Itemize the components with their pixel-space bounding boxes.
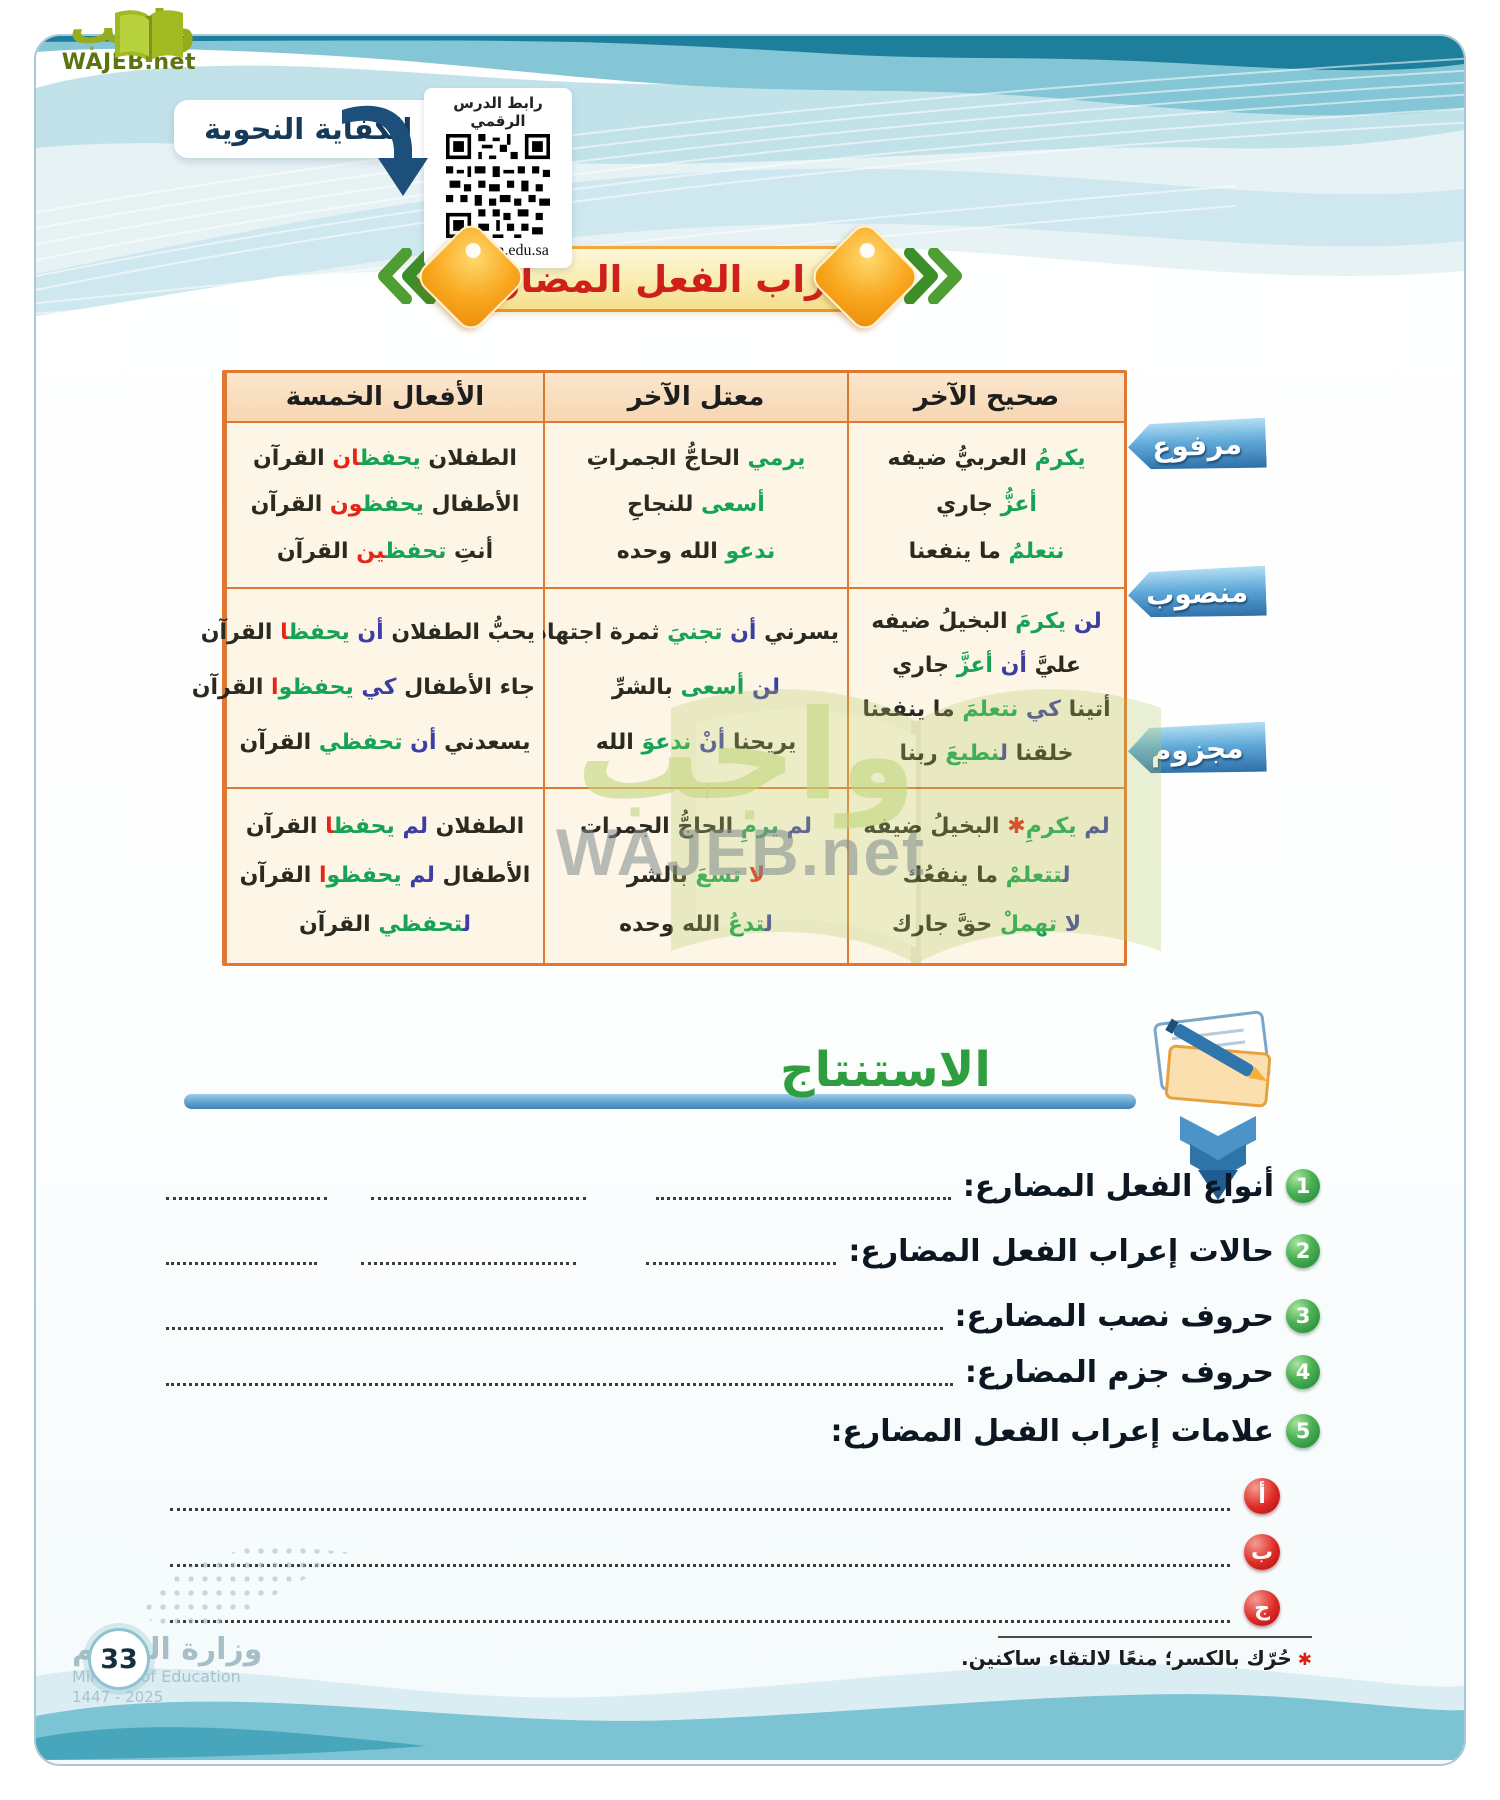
bottom-wave-decoration: [36, 1664, 1464, 1760]
qr-caption: رابط الدرس الرقمي: [453, 94, 543, 130]
ministry-dot-pattern: [142, 1544, 352, 1630]
conclusion-item-4: 4 حروف جزم المضارع:: [166, 1351, 1320, 1393]
table-cell-line: أسعى للنجاحِ: [627, 492, 765, 517]
table-cell-line: يحبُّ الطفلان أن يحفظا القرآن: [200, 620, 535, 645]
chevron-left-icon: [378, 248, 436, 304]
wajeb-logo: واجب WAJEB.net: [6, 4, 196, 75]
table-cell-line: يسعدني أن تحفظي القرآن: [239, 730, 531, 755]
conclusion-subitem-a: أ: [170, 1478, 1280, 1514]
dotted-blank[interactable]: [166, 1261, 318, 1265]
row-label-majzoum: مجزوم: [1127, 722, 1267, 777]
dotted-blank[interactable]: [361, 1261, 577, 1265]
footnote-text: حُرّك بالكسر؛ منعًا لالتقاء ساكنين.: [960, 1646, 1292, 1670]
book-icon: [115, 10, 183, 62]
edition-years: 2025 - 1447: [72, 1688, 164, 1706]
table-cell-line: يكرمُ العربيُّ ضيفه: [887, 445, 1086, 471]
qr-code: [446, 134, 550, 238]
item-number-badge: 3: [1286, 1299, 1320, 1333]
column-header: معتل الآخر: [545, 373, 847, 421]
table-cell-line: ندعو الله وحده: [616, 538, 776, 564]
table-cell-line: الطفلان يحفظان القرآن: [253, 445, 517, 471]
column-header: صحيح الآخر: [849, 373, 1124, 421]
item-number-badge: 2: [1286, 1234, 1320, 1268]
dotted-blank[interactable]: [370, 1196, 586, 1200]
conclusion-underline-bar: [184, 1094, 1136, 1109]
table-cell: لم يرمِ الحاجُّ الجمرات لا تسعَ بالشر لتدع…: [545, 789, 847, 963]
table-cell-line: جاء الأطفال كي يحفظوا القرآن: [191, 675, 535, 700]
letter-badge: ب: [1244, 1534, 1280, 1570]
table-cell-line: الأطفال لم يحفظوا القرآن: [239, 863, 531, 888]
item-label: علامات إعراب الفعل المضارع:: [830, 1413, 1274, 1449]
table-cell-line: يريحنا أنْ ندعوَ الله: [595, 730, 797, 755]
table-cell: الطفلان لم يحفظا القرآن الأطفال لم يحفظوا…: [227, 789, 543, 963]
item-number-badge: 5: [1286, 1414, 1320, 1448]
item-label: أنواع الفعل المضارع:: [962, 1168, 1274, 1204]
conclusion-subitem-j: ج: [170, 1590, 1280, 1626]
footnote-rule: [998, 1636, 1312, 1638]
letter-badge: ج: [1244, 1590, 1280, 1626]
dotted-blank[interactable]: [170, 1620, 1230, 1623]
conclusion-item-3: 3 حروف نصب المضارع:: [166, 1295, 1320, 1337]
table-cell-line: يرمي الحاجُّ الجمراتِ: [586, 445, 806, 471]
conclusion-item-2: 2 حالات إعراب الفعل المضارع:: [166, 1230, 1320, 1272]
row-label-marfou: مرفوع: [1127, 418, 1267, 473]
table-cell-line: لتحفظي القرآن: [299, 912, 471, 937]
table-cell-line: لن أسعى بالشرِّ: [611, 675, 781, 700]
conclusion-heading: الاستنتاج: [780, 1042, 991, 1098]
table-cell-line: لم يكرمِ✱ البخيلُ ضيفه: [863, 814, 1110, 839]
dotted-blank[interactable]: [646, 1261, 837, 1265]
dotted-blank[interactable]: [655, 1196, 951, 1200]
table-cell: يرمي الحاجُّ الجمراتِ أسعى للنجاحِ ندعو ال…: [545, 423, 847, 587]
table-cell-line: الطفلان لم يحفظا القرآن: [245, 814, 525, 839]
table-cell: الطفلان يحفظان القرآن الأطفال يحفظون القر…: [227, 423, 543, 587]
column-header: الأفعال الخمسة: [227, 373, 543, 421]
table-cell-line: عليَّ أن أعزَّ جاري: [892, 653, 1081, 678]
item-label: حروف نصب المضارع:: [954, 1298, 1275, 1334]
dotted-blank[interactable]: [166, 1196, 327, 1200]
footnote: ✱حُرّك بالكسر؛ منعًا لالتقاء ساكنين.: [961, 1646, 1312, 1670]
qr-card: رابط الدرس الرقمي: [424, 88, 572, 268]
letter-badge: أ: [1244, 1478, 1280, 1514]
dotted-blank[interactable]: [166, 1326, 943, 1330]
conclusion-subitem-b: ب: [170, 1534, 1280, 1570]
conclusion-item-5: 5 علامات إعراب الفعل المضارع:: [166, 1410, 1320, 1452]
table-cell: لم يكرمِ✱ البخيلُ ضيفه لتتعلمْ ما ينفعُك ل…: [849, 789, 1124, 963]
chevron-right-icon: [904, 248, 962, 304]
down-arrow-icon: [342, 105, 428, 196]
table-cell-line: خلقنا لنطيعَ ربنا: [899, 741, 1074, 766]
item-label: حروف جزم المضارع:: [964, 1354, 1274, 1390]
table-cell: يكرمُ العربيُّ ضيفه أعزُّ جاري نتعلمُ ما ي…: [849, 423, 1124, 587]
table-cell-line: أتينا كي نتعلمَ ما ينفعنا: [862, 697, 1111, 722]
table-cell-line: أعزُّ جاري: [936, 492, 1037, 517]
row-label-mansoub: منصوب: [1127, 566, 1267, 621]
notes-pencil-icon: [1153, 1010, 1272, 1200]
table-cell-line: لتدعُ الله وحده: [619, 912, 773, 937]
table-cell: يسرني أن تجنيَ ثمرة اجتهادك لن أسعى بالشر…: [515, 589, 847, 787]
page-number-badge: 33: [88, 1628, 150, 1690]
table-cell-line: لم يرمِ الحاجُّ الجمرات: [579, 814, 813, 839]
table-cell: لن يكرمَ البخيلُ ضيفه عليَّ أن أعزَّ جاري…: [849, 589, 1124, 787]
table-cell-line: لن يكرمَ البخيلُ ضيفه: [871, 609, 1102, 634]
dotted-blank[interactable]: [170, 1508, 1230, 1511]
conclusion-item-1: 1 أنواع الفعل المضارع:: [166, 1165, 1320, 1207]
table-cell-line: الأطفال يحفظون القرآن: [250, 492, 520, 517]
item-label: حالات إعراب الفعل المضارع:: [848, 1233, 1274, 1269]
item-number-badge: 1: [1286, 1169, 1320, 1203]
table-cell-line: أنتِ تحفظين القرآن: [276, 538, 494, 564]
dotted-blank[interactable]: [170, 1564, 1230, 1567]
table-cell-line: نتعلمُ ما ينفعنا: [908, 538, 1065, 564]
table-cell: يحبُّ الطفلان أن يحفظا القرآن جاء الأطفال…: [191, 589, 543, 787]
parsing-table: صحيح الآخر معتل الآخر الأفعال الخمسة يكر…: [191, 370, 1127, 966]
table-cell-line: لتتعلمْ ما ينفعُك: [902, 863, 1071, 888]
table-cell-line: يسرني أن تجنيَ ثمرة اجتهادك: [515, 620, 839, 645]
dotted-blank[interactable]: [166, 1382, 953, 1386]
table-cell-line: لا تسعَ بالشر: [626, 863, 766, 888]
item-number-badge: 4: [1286, 1355, 1320, 1389]
page-frame: الكفاية النحوية رابط الدرس الرقمي: [34, 34, 1466, 1766]
asterisk-icon: ✱: [1297, 1650, 1312, 1670]
table-cell-line: لا تهملْ حقَّ جارك: [891, 912, 1082, 937]
